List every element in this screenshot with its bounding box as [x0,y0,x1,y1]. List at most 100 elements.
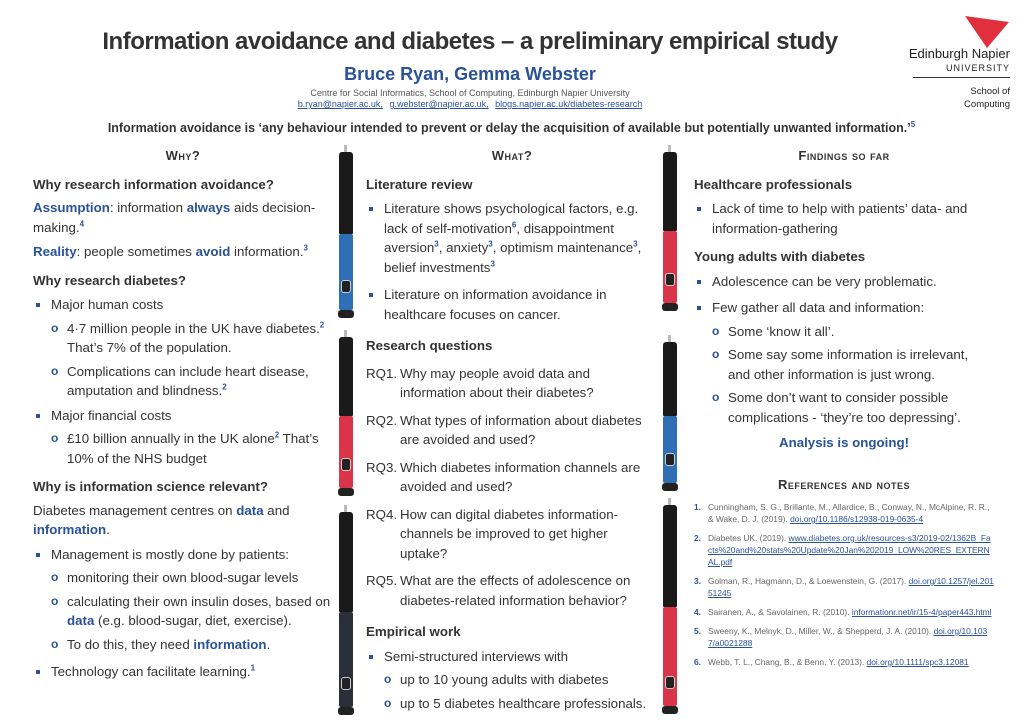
text-segment: £10 billion annually in the UK alone [67,431,275,446]
reference-link[interactable]: informationr.net/ir/15-4/paper443.html [851,607,992,617]
text-segment: Diabetes management centres on [33,502,237,518]
text-segment: Why research diabetes? [33,272,186,288]
bullet-item: Some say some information is irrelevant,… [694,345,994,384]
definition: Information avoidance is ‘any behaviour … [0,119,1023,135]
reference-marker: 3 [490,259,495,269]
text-segment: , optimism maintenance [492,240,634,255]
subheading: Why research diabetes? [33,271,333,291]
text-segment: Analysis is ongoing! [778,435,910,450]
paragraph: Reality: people sometimes avoid informat… [33,242,333,262]
text-segment: , disappointment aversion [384,220,614,256]
bullet-item: monitoring their own blood-sugar levels [33,568,333,588]
insulin-pen-icon [662,498,678,716]
text-segment: Some don’t want to consider possible com… [728,390,961,425]
bullet-item: Some ‘know it all’. [694,322,994,342]
insulin-pen-icon [338,505,354,717]
text-segment: Complications can include heart disease,… [67,363,309,399]
reference-number: 2. [694,533,701,543]
paragraph: Assumption: information always aids deci… [33,198,333,237]
text-segment: Semi-structured interviews with [384,648,568,664]
email-link-webster[interactable]: g.webster@napier.ac.uk, [389,99,489,109]
references-list: 1. Cunningham, S. G., Brillante, M., Alla… [694,501,994,668]
section-heading: Why? [165,148,201,163]
text-segment: Literature shows psychological factors, … [384,201,639,236]
reference-link[interactable]: doi.org/10.1111/spc3.12081 [866,657,969,667]
text-segment: : information [109,200,187,215]
reference-number: 3. [694,576,701,586]
reference-item: 1. Cunningham, S. G., Brillante, M., Alla… [694,501,994,525]
bullet-item: calculating their own insulin doses, bas… [33,592,333,631]
bullet-item: Major human costs [33,295,333,315]
authors: Bruce Ryan, Gemma Webster [344,64,596,84]
subheading: Healthcare professionals [694,175,994,195]
subheading: Why research information avoidance? [33,175,333,195]
text-segment: Empirical work [366,624,461,639]
text-segment: , anxiety [438,240,489,255]
research-question: RQ3. Which diabetes information channels … [366,458,658,497]
reference-link[interactable]: doi.org/10.1257/jel.20151245 [708,576,994,598]
bullet-item: Adolescence can be very problematic. [694,272,994,292]
reference-marker: 3 [633,239,638,249]
logo-school: School of Computing [870,85,1010,111]
contact-links: b.ryan@napier.ac.uk, g.webster@napier.ac… [0,99,940,109]
subheading: Research questions [366,336,658,356]
reference-link[interactable]: doi.org/10.1186/s12938-019-0635-4 [790,514,924,524]
text-segment: Some say some information is irrelevant,… [728,347,969,382]
reference-text: Sairanen, A., & Savolainen, R. (2010). [708,607,850,617]
reference-text: Sweeny, K., Melnyk, D., Miller, W., & Sh… [708,626,932,636]
paragraph: Diabetes management centres on data and … [33,501,333,540]
blog-link[interactable]: blogs.napier.ac.uk/diabetes-research [495,99,643,109]
reference-item: 2. Diabetes UK. (2019). www.diabetes.org.… [694,532,994,568]
reference-text: Golman, R., Hagmann, D., & Loewenstein, … [708,576,907,586]
reference-marker: 3 [434,239,439,249]
section-heading: What? [491,148,533,163]
text-segment: How can digital diabetes information-cha… [400,506,619,561]
rq-number: RQ3. [366,459,398,475]
reference-text: Cunningham, S. G., Brillante, M., Allard… [708,502,990,524]
logo-school-line: Computing [964,99,1010,110]
logo-name: Edinburgh Napier [908,46,1010,61]
text-segment: What are the effects of adolescence on d… [400,573,631,608]
text-segment: data [236,502,264,518]
reference-link[interactable]: doi.org/10.1037/a0021288 [708,626,988,648]
reference-item: 6. Webb, T. L., Chang, B., & Benn, Y. (20… [694,656,994,668]
text-segment: Major human costs [51,297,164,312]
text-segment: Technology can facilitate learning. [51,664,251,679]
text-segment: Management is mostly done by patients: [51,546,289,562]
bullet-item: Management is mostly done by patients: [33,545,333,565]
reference-item: 5. Sweeny, K., Melnyk, D., Miller, W., & … [694,625,994,649]
logo-school-line: School of [970,86,1010,97]
research-question: RQ2. What types of information about diab… [366,411,658,450]
definition-ref: 5 [910,119,916,129]
poster-title: Information avoidance and diabetes – a p… [102,28,838,55]
reference-marker: 2 [319,320,325,330]
bullet-item: Major financial costs [33,406,333,426]
reference-number: 5. [694,626,701,636]
reference-number: 1. [694,502,701,512]
insulin-pen-icon [662,335,678,493]
reference-link[interactable]: www.diabetes.org.uk/resources-s3/2019-02… [708,533,991,567]
insulin-pen-icon [338,145,354,320]
reference-number: 6. [694,657,701,667]
text-segment: , belief investments [384,240,642,275]
reference-text: Webb, T. L., Chang, B., & Benn, Y. (2013… [708,657,865,667]
bullet-item: Semi-structured interviews with [366,647,658,667]
subheading: Literature review [366,175,658,195]
text-segment: information [33,522,107,537]
bullet-item: Literature shows psychological factors, … [366,199,658,277]
text-segment: information [193,636,267,652]
logo-university: UNIVERSITY [945,63,1010,73]
bullet-item: 4·7 million people in the UK have diabet… [33,319,333,358]
subheading: Young adults with diabetes [694,247,994,267]
email-link-ryan[interactable]: b.ryan@napier.ac.uk, [297,99,383,109]
text-segment: : people sometimes [76,244,196,259]
rq-number: RQ5. [366,573,398,588]
reference-marker: 2 [274,430,280,440]
status-note: Analysis is ongoing! [694,433,994,453]
insulin-pen-icon [338,330,354,498]
research-question: RQ4. How can digital diabetes information… [366,505,658,564]
section-heading: Findings so far [798,148,890,163]
text-segment: information. [230,244,304,259]
text-segment: and [263,502,290,518]
text-segment: Reality [33,244,77,259]
